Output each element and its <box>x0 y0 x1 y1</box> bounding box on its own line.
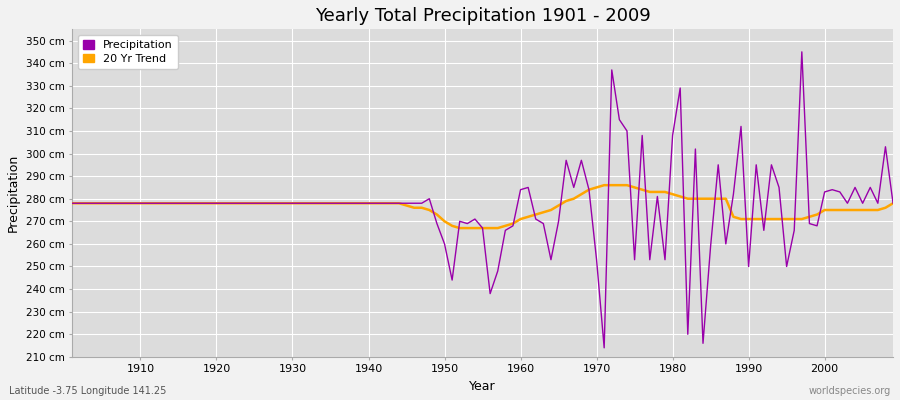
Title: Yearly Total Precipitation 1901 - 2009: Yearly Total Precipitation 1901 - 2009 <box>315 7 651 25</box>
Text: worldspecies.org: worldspecies.org <box>809 386 891 396</box>
Y-axis label: Precipitation: Precipitation <box>7 154 20 232</box>
Legend: Precipitation, 20 Yr Trend: Precipitation, 20 Yr Trend <box>77 35 178 70</box>
X-axis label: Year: Year <box>469 380 496 393</box>
Text: Latitude -3.75 Longitude 141.25: Latitude -3.75 Longitude 141.25 <box>9 386 166 396</box>
